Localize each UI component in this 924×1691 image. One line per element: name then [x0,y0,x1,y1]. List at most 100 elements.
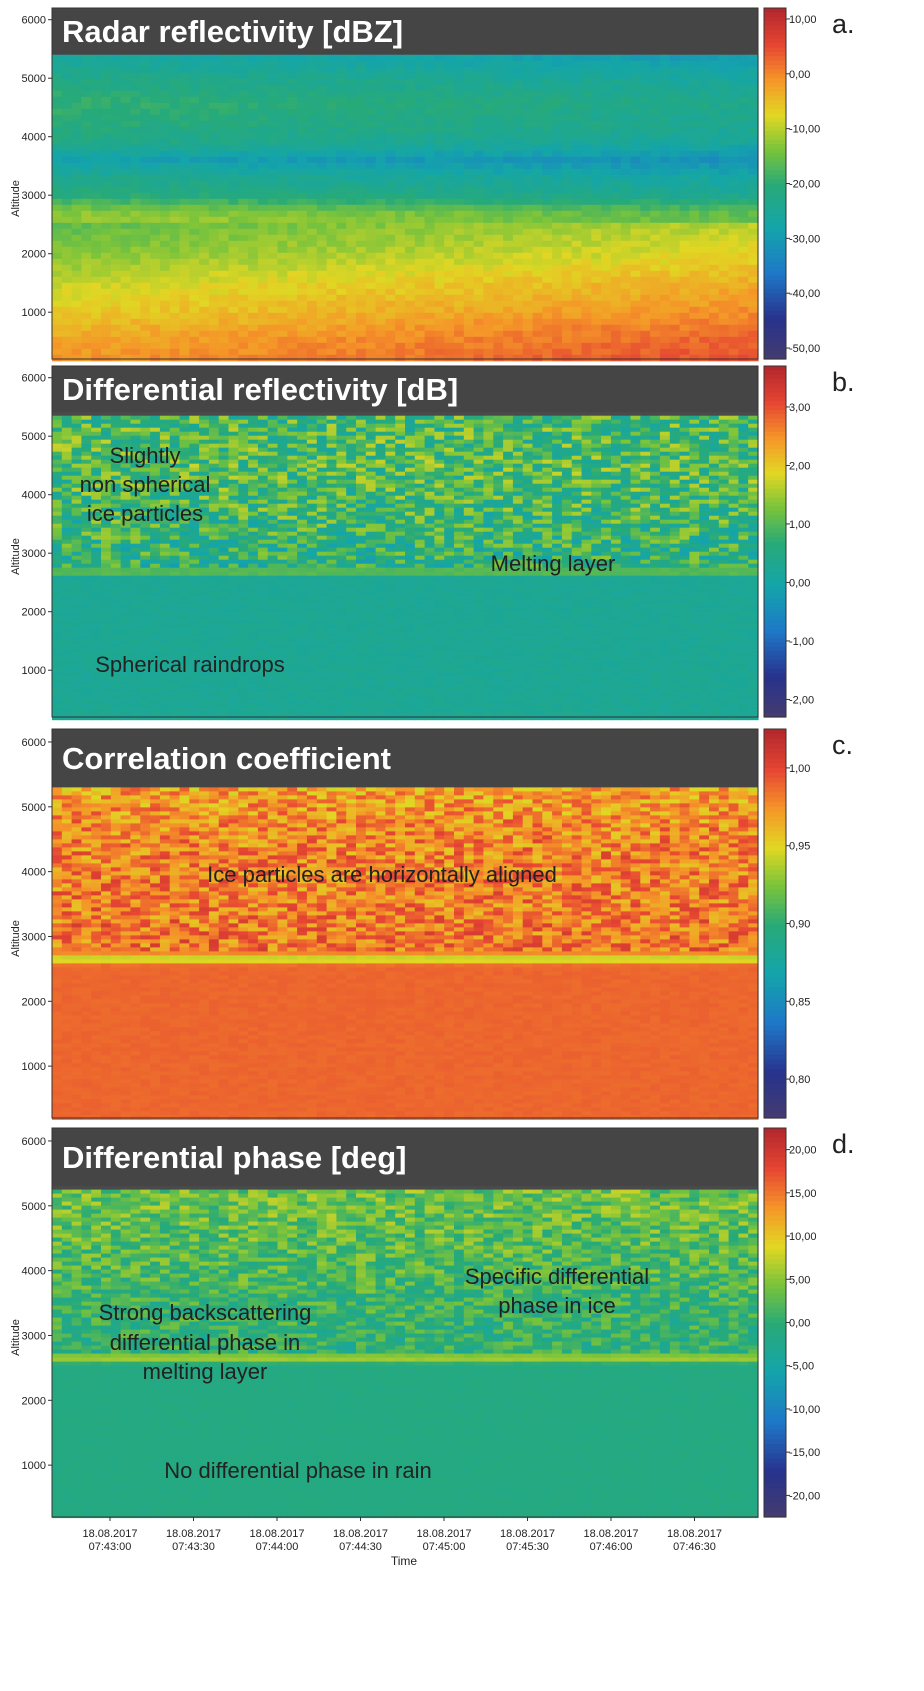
heatmap-cell [307,61,317,68]
heatmap-cell [454,283,464,290]
heatmap-cell [356,456,366,461]
heatmap-cell [170,349,180,356]
heatmap-cell [523,456,533,461]
heatmap-cell [670,259,680,266]
heatmap-cell [238,235,248,242]
heatmap-cell [523,217,533,224]
heatmap-cell [160,211,170,218]
heatmap-cell [150,355,160,362]
heatmap-cell [689,151,699,158]
heatmap-cell [229,331,239,338]
heatmap-cell [258,289,268,296]
heatmap-cell [52,301,62,308]
heatmap-cell [650,97,660,104]
heatmap-cell [307,97,317,104]
heatmap-cell [719,476,729,481]
heatmap-cell [150,420,160,425]
heatmap-cell [81,121,91,128]
heatmap-cell [238,343,248,350]
heatmap-cell [680,169,690,176]
heatmap-cell [533,313,543,320]
heatmap-cell [268,79,278,86]
heatmap-cell [660,277,670,284]
heatmap-cell [248,79,258,86]
heatmap-cell [621,253,631,259]
heatmap-cell [376,109,386,116]
heatmap-cell [611,73,621,80]
heatmap-cell [738,85,748,92]
heatmap-cell [503,211,513,218]
heatmap-cell [189,181,199,188]
heatmap-cell [729,265,739,272]
heatmap-cell [738,355,748,362]
heatmap-cell [533,259,543,266]
heatmap-cell [268,468,278,473]
heatmap-cell [356,436,366,441]
heatmap-cell [631,181,641,188]
heatmap-cell [278,325,288,332]
heatmap-cell [533,337,543,344]
heatmap-cell [454,205,464,212]
heatmap-cell [258,211,268,218]
heatmap-cell [405,301,415,308]
heatmap-cell [297,181,307,188]
heatmap-cell [366,265,376,272]
heatmap-cell [376,223,386,230]
heatmap-cell [395,79,405,86]
heatmap-cell [366,145,376,152]
heatmap-cell [395,157,405,164]
heatmap-cell [209,476,219,481]
heatmap-cell [62,440,72,445]
heatmap-cell [640,187,650,194]
heatmap-cell [405,472,415,477]
heatmap-cell [474,253,484,259]
heatmap-cell [189,169,199,176]
heatmap-cell [523,139,533,146]
heatmap-cell [336,307,346,314]
heatmap-cell [405,181,415,188]
colorbar-tick-label: 10,00 [789,14,817,26]
heatmap-cell [425,331,435,338]
heatmap-cell [533,97,543,104]
heatmap-cell [748,91,758,98]
heatmap-cell [160,163,170,170]
heatmap-cell [650,476,660,481]
heatmap-cell [72,444,82,449]
heatmap-cell [640,253,650,259]
heatmap-cell [611,456,621,461]
heatmap-cell [670,424,680,429]
heatmap-cell [140,205,150,212]
heatmap-cell [552,199,562,206]
heatmap-cell [680,472,690,477]
heatmap-cell [689,448,699,453]
heatmap-cell [81,55,91,62]
heatmap-cell [91,319,101,326]
heatmap-cell [248,181,258,188]
heatmap-cell [425,127,435,134]
heatmap-cell [385,169,395,176]
heatmap-cell [258,145,268,152]
heatmap-cell [591,139,601,146]
heatmap-cell [513,428,523,433]
heatmap-cell [278,193,288,200]
heatmap-cell [140,301,150,308]
heatmap-cell [415,349,425,356]
heatmap-cell [425,468,435,473]
heatmap-cell [454,235,464,242]
heatmap-cell [699,420,709,425]
heatmap-cell [552,337,562,344]
heatmap-cell [366,259,376,266]
heatmap-cell [258,355,268,362]
heatmap-cell [474,181,484,188]
heatmap-cell [650,175,660,182]
heatmap-cell [229,103,239,110]
heatmap-cell [81,253,91,259]
heatmap-cell [493,139,503,146]
heatmap-cell [287,331,297,338]
heatmap-cell [434,193,444,200]
heatmap-cell [366,211,376,218]
heatmap-cell [268,61,278,68]
heatmap-cell [689,223,699,230]
heatmap-cell [425,163,435,170]
heatmap-cell [189,289,199,296]
